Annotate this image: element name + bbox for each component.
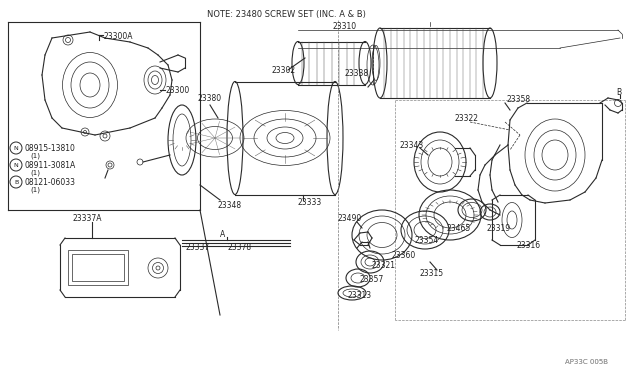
- Text: N: N: [13, 145, 19, 151]
- Text: B: B: [14, 180, 18, 185]
- Text: 23321: 23321: [372, 260, 396, 269]
- Bar: [72, 254, 124, 281]
- Text: 23337A: 23337A: [72, 214, 102, 222]
- Text: 23490: 23490: [338, 214, 362, 222]
- Text: 23380: 23380: [198, 93, 222, 103]
- Text: 23378: 23378: [228, 244, 252, 253]
- Text: 23313: 23313: [348, 292, 372, 301]
- Text: 23343: 23343: [400, 141, 424, 150]
- Text: NOTE: 23480 SCREW SET (INC. A & B): NOTE: 23480 SCREW SET (INC. A & B): [207, 10, 366, 19]
- Text: 08121-06033: 08121-06033: [24, 177, 75, 186]
- Bar: [68, 250, 128, 285]
- Text: 23333: 23333: [298, 198, 323, 206]
- Text: 23300: 23300: [165, 86, 189, 94]
- Text: 23310: 23310: [333, 22, 357, 31]
- Text: 08911-3081A: 08911-3081A: [24, 160, 76, 170]
- Text: 23315: 23315: [420, 269, 444, 278]
- Text: 23322: 23322: [455, 113, 479, 122]
- Text: 23302: 23302: [272, 65, 296, 74]
- Text: 23360: 23360: [392, 250, 416, 260]
- Text: 08915-13810: 08915-13810: [24, 144, 75, 153]
- Text: 23300A: 23300A: [103, 32, 132, 41]
- Text: AP33C 005B: AP33C 005B: [565, 359, 608, 365]
- Text: 23319: 23319: [487, 224, 511, 232]
- Text: 23316: 23316: [517, 241, 541, 250]
- Text: N: N: [13, 163, 19, 167]
- Text: B: B: [616, 87, 621, 96]
- Text: (1): (1): [30, 170, 40, 176]
- Text: AP33C 005B: AP33C 005B: [565, 359, 608, 365]
- Text: (1): (1): [30, 153, 40, 159]
- Text: 23358: 23358: [507, 94, 531, 103]
- Text: (1): (1): [30, 187, 40, 193]
- Text: A: A: [220, 230, 225, 238]
- Text: 23337: 23337: [185, 244, 209, 253]
- Text: 23357: 23357: [360, 276, 384, 285]
- Text: 23465: 23465: [447, 224, 471, 232]
- Text: 23338: 23338: [345, 68, 369, 77]
- Text: 23348: 23348: [218, 201, 242, 209]
- Text: 23354: 23354: [415, 235, 439, 244]
